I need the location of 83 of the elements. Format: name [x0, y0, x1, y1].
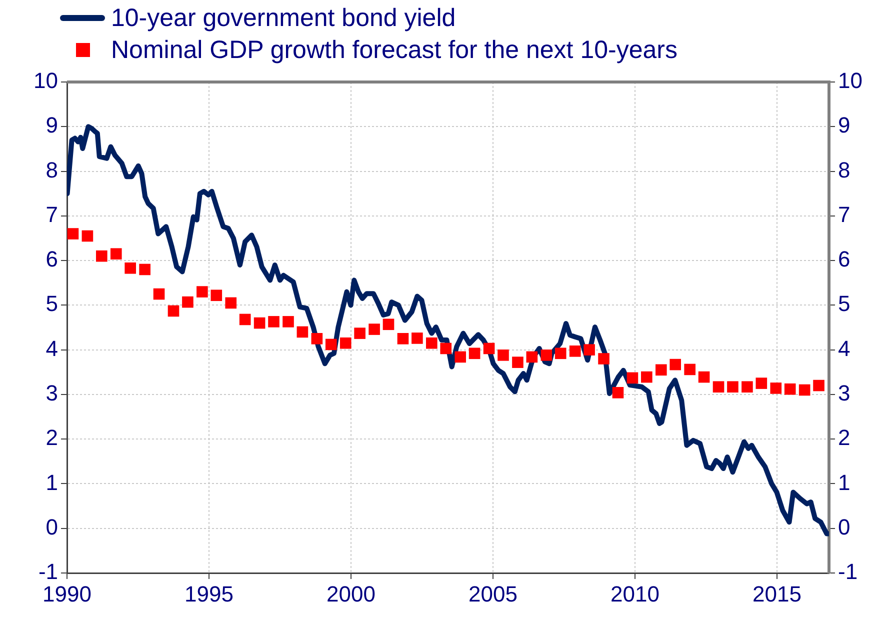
point: [67, 228, 79, 240]
point: [110, 248, 122, 260]
point: [397, 333, 409, 344]
point: [756, 378, 768, 389]
y2-tick-label: 0: [838, 514, 850, 540]
y-tick-label: 7: [46, 202, 58, 227]
point: [784, 383, 796, 395]
legend-label: 10-year government bond yield: [111, 3, 456, 34]
point: [569, 346, 581, 357]
y-tick-label: 9: [46, 112, 58, 138]
point: [182, 296, 194, 308]
y2-tick-label: 1: [838, 470, 850, 495]
point: [254, 317, 266, 329]
y2-tick-label: 9: [838, 112, 850, 138]
point: [96, 250, 108, 262]
point: [412, 332, 423, 344]
point: [225, 297, 237, 309]
point: [139, 264, 150, 276]
point: [440, 342, 452, 354]
y-tick-label: 2: [46, 425, 58, 450]
point: [210, 290, 222, 302]
point: [813, 380, 824, 392]
point: [268, 316, 280, 328]
y2-tick-label: 5: [838, 291, 850, 316]
point: [311, 333, 323, 344]
y2-tick-label: 7: [838, 202, 850, 227]
point: [426, 337, 438, 349]
point: [168, 305, 180, 317]
y2-tick-label: 10: [838, 68, 862, 94]
x-tick-label: 2010: [610, 581, 660, 606]
y2-tick-label: 3: [838, 380, 850, 406]
point: [598, 353, 610, 364]
point: [798, 384, 810, 396]
y-tick-label: 10: [34, 68, 58, 94]
point: [498, 350, 509, 361]
point: [727, 381, 738, 393]
y2-tick-label: 6: [838, 246, 850, 272]
y-tick-label: 0: [46, 514, 58, 540]
y2-tick-label: 8: [838, 157, 850, 182]
point: [368, 324, 380, 335]
point: [340, 337, 352, 349]
y-tick-label: 3: [46, 380, 58, 406]
point: [770, 382, 782, 394]
point: [584, 344, 595, 356]
point: [153, 288, 165, 300]
point: [454, 351, 466, 363]
y2-tick-label: 2: [838, 425, 850, 450]
point: [239, 314, 251, 326]
point: [282, 316, 294, 328]
y-tick-label: 4: [46, 336, 58, 361]
point: [196, 286, 208, 298]
point: [712, 381, 724, 393]
point: [540, 350, 552, 361]
point: [641, 371, 652, 383]
point: [512, 356, 524, 368]
point: [554, 348, 566, 360]
point: [483, 342, 495, 354]
y2-tick-label: 4: [838, 336, 850, 361]
x-tick-label: 1995: [184, 581, 234, 606]
point: [698, 371, 710, 383]
y2-tick-label: -1: [838, 559, 858, 584]
y-tick-label: 6: [46, 246, 58, 272]
x-tick-label: 2000: [326, 581, 376, 606]
point: [124, 262, 136, 274]
point: [526, 351, 538, 363]
point: [626, 372, 638, 384]
point: [655, 364, 667, 376]
point: [382, 318, 394, 330]
legend-label: Nominal GDP growth forecast for the next 10-years: [111, 35, 678, 66]
point: [354, 328, 366, 339]
point: [468, 348, 480, 360]
point: [296, 326, 308, 338]
y-tick-label: 8: [46, 157, 58, 182]
point: [684, 364, 696, 376]
point: [742, 381, 753, 393]
point: [612, 387, 624, 398]
x-tick-label: 2005: [468, 581, 518, 606]
x-tick-label: 2015: [752, 581, 802, 606]
point: [670, 358, 682, 370]
y-tick-label: 1: [46, 470, 58, 495]
point: [82, 230, 94, 242]
point: [325, 338, 337, 350]
y-tick-label: 5: [46, 291, 58, 316]
